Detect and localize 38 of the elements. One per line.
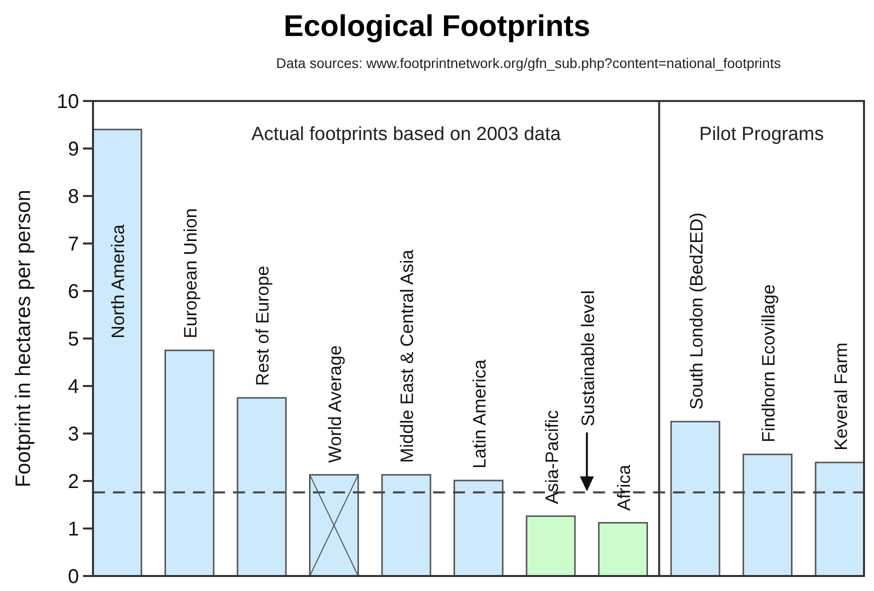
y-axis-title: Footprint in hectares per person xyxy=(12,190,35,488)
y-tick-label: 5 xyxy=(68,328,79,350)
annotation: Sustainable level xyxy=(578,290,598,426)
y-tick-label: 10 xyxy=(56,91,79,113)
y-tick-label: 0 xyxy=(68,566,79,588)
chart-title: Ecological Footprints xyxy=(284,10,590,43)
y-tick-label: 8 xyxy=(68,186,79,208)
y-tick-label: 2 xyxy=(68,471,79,493)
bar xyxy=(454,480,504,577)
x-tick-label: Findhorn Ecovillage xyxy=(758,284,779,442)
x-tick-label: Rest of Europe xyxy=(252,266,273,386)
x-tick-label: Asia-Pacific xyxy=(542,410,562,504)
bar xyxy=(381,474,432,577)
bar xyxy=(598,522,648,577)
x-tick-label: Middle East & Central Asia xyxy=(397,248,418,463)
bar xyxy=(164,350,214,577)
x-tick-label: European Union xyxy=(180,208,200,338)
bar xyxy=(236,397,287,577)
bar xyxy=(814,462,865,577)
y-tick-label: 9 xyxy=(68,138,79,160)
y-tick-label: 3 xyxy=(68,424,79,446)
x-tick-label: Africa xyxy=(614,464,634,511)
y-tick-label: 1 xyxy=(68,518,79,540)
y-tick-label: 4 xyxy=(68,376,79,398)
annotation: Pilot Programs xyxy=(699,124,824,145)
bar xyxy=(670,420,720,577)
bar xyxy=(742,454,792,577)
bar xyxy=(92,128,142,577)
x-tick-label: World Average xyxy=(324,345,345,463)
annotation: Actual footprints based on 2003 data xyxy=(251,124,562,145)
x-tick-label: North America xyxy=(108,223,128,338)
bar xyxy=(526,515,576,577)
y-tick-label: 7 xyxy=(68,234,79,256)
x-tick-label: Keveral Farm xyxy=(830,342,851,450)
y-tick-label: 6 xyxy=(68,281,79,303)
x-tick-label: South London (BedZED) xyxy=(686,212,706,410)
text: Data sources: www.footprintnetwork.org/gfn_sub.php?content=national_footprints xyxy=(276,55,781,71)
x-tick-label: Latin America xyxy=(470,358,490,469)
